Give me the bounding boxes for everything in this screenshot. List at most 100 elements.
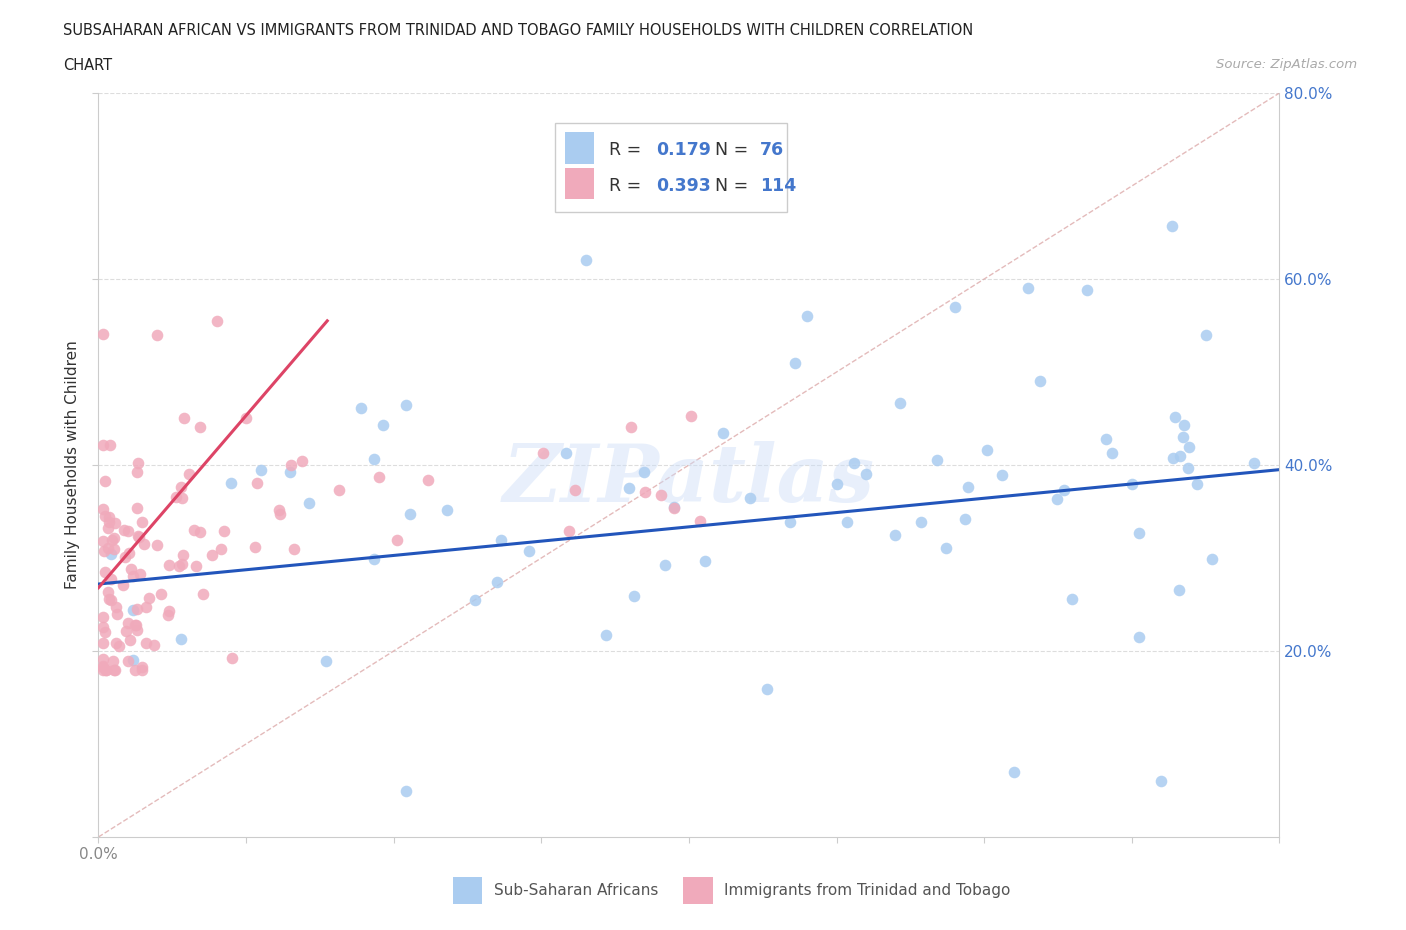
Point (94, 625, 117, 640)
Point (120, 632, 142, 647)
Point (1177, 460, 1199, 475)
Text: Source: ZipAtlas.com: Source: ZipAtlas.com (1216, 58, 1357, 71)
Point (976, 443, 998, 458)
Point (1101, 445, 1123, 460)
Point (1168, 449, 1191, 464)
Point (157, 557, 180, 572)
Point (835, 515, 858, 530)
Point (957, 479, 980, 494)
Point (1201, 551, 1223, 566)
Point (114, 550, 136, 565)
Point (884, 528, 907, 543)
Point (1121, 476, 1143, 491)
Point (943, 299, 966, 314)
Point (188, 419, 211, 434)
Point (118, 546, 141, 561)
Point (219, 475, 242, 490)
Point (167, 558, 190, 573)
Point (212, 524, 235, 538)
Point (436, 502, 458, 517)
Point (108, 638, 131, 653)
Point (1060, 591, 1083, 606)
Point (779, 514, 801, 529)
Point (1002, 764, 1025, 779)
Point (146, 327, 169, 342)
Point (97, 540, 120, 555)
Point (134, 537, 156, 551)
Point (395, 398, 418, 413)
Point (689, 513, 711, 528)
Point (91, 658, 114, 673)
Point (97, 584, 120, 599)
Point (91, 659, 114, 674)
Point (1195, 327, 1218, 342)
Point (935, 540, 957, 555)
Point (103, 662, 125, 677)
Point (1243, 456, 1265, 471)
Point (127, 602, 149, 617)
Point (127, 622, 149, 637)
FancyBboxPatch shape (555, 123, 787, 212)
Text: Sub-Saharan Africans: Sub-Saharan Africans (494, 884, 658, 898)
FancyBboxPatch shape (565, 168, 595, 199)
Point (1163, 409, 1185, 424)
Point (103, 542, 125, 557)
Point (560, 183, 582, 198)
Point (91, 609, 114, 624)
Point (172, 548, 194, 563)
Point (350, 401, 373, 416)
Point (842, 456, 865, 471)
Point (94, 662, 117, 677)
Point (143, 638, 166, 653)
Point (100, 571, 122, 586)
Point (278, 464, 301, 479)
Point (98, 514, 121, 529)
Point (209, 541, 232, 556)
Point (796, 309, 818, 324)
Point (489, 533, 512, 548)
Point (1053, 483, 1076, 498)
Point (120, 562, 142, 577)
Point (101, 654, 124, 669)
Point (711, 426, 734, 441)
Point (173, 411, 195, 426)
Y-axis label: Family Households with Children: Family Households with Children (65, 340, 80, 590)
Point (127, 456, 149, 471)
Point (112, 523, 135, 538)
Point (201, 548, 224, 563)
Point (91, 438, 114, 453)
Point (298, 496, 321, 511)
Point (825, 476, 848, 491)
Point (117, 616, 139, 631)
Point (105, 636, 128, 651)
Point (129, 566, 152, 581)
Point (633, 464, 655, 479)
Point (91, 652, 114, 667)
Point (575, 253, 598, 268)
Point (98, 438, 121, 453)
Point (1128, 630, 1150, 644)
Point (557, 524, 579, 538)
Point (127, 528, 149, 543)
Text: Immigrants from Trinidad and Tobago: Immigrants from Trinidad and Tobago (724, 884, 1011, 898)
Point (249, 463, 271, 478)
Point (105, 606, 128, 621)
Point (122, 603, 145, 618)
Point (1171, 430, 1194, 445)
Point (1161, 450, 1184, 465)
Point (925, 452, 948, 467)
Point (94, 474, 117, 489)
Point (554, 445, 576, 460)
FancyBboxPatch shape (565, 132, 595, 164)
Point (100, 592, 122, 607)
Point (418, 472, 440, 487)
Point (184, 559, 207, 574)
Text: R =: R = (609, 177, 647, 195)
Point (165, 489, 187, 504)
Text: 114: 114 (759, 177, 796, 195)
Text: ZIPatlas: ZIPatlas (503, 441, 875, 519)
Point (124, 618, 146, 632)
Point (170, 631, 193, 646)
Point (783, 356, 806, 371)
Point (517, 543, 540, 558)
